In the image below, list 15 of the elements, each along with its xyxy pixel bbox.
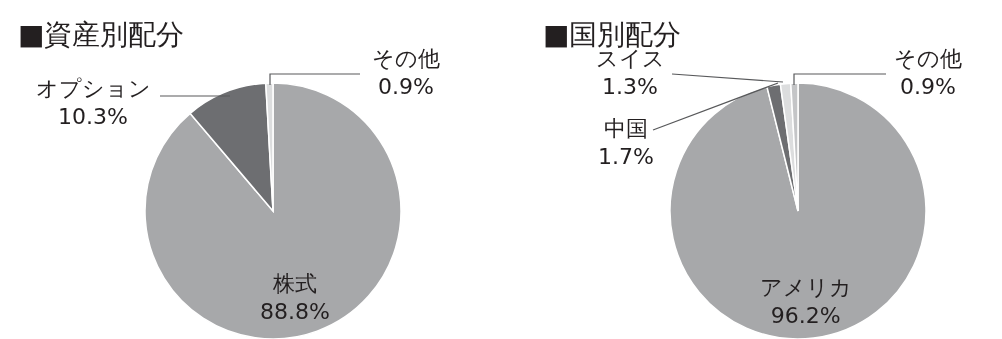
data-label: 1.3% [602,74,658,99]
slice-label: その他 [894,46,962,71]
data-label: 1.7% [598,144,654,169]
slice-label: 中国 [604,116,648,141]
data-label: 96.2% [770,302,841,328]
chart-title: ■国別配分 [543,18,682,51]
slice-label: 株式 [272,271,318,297]
slice-label: アメリカ [759,274,852,300]
data-label: 0.9% [378,74,434,99]
slice-label: その他 [372,46,440,71]
slice-label: オプション [35,76,151,101]
chart-title: ■資産別配分 [18,18,185,51]
data-label: 0.9% [900,74,956,99]
data-label: 88.8% [260,299,330,325]
data-label: 10.3% [58,104,128,129]
